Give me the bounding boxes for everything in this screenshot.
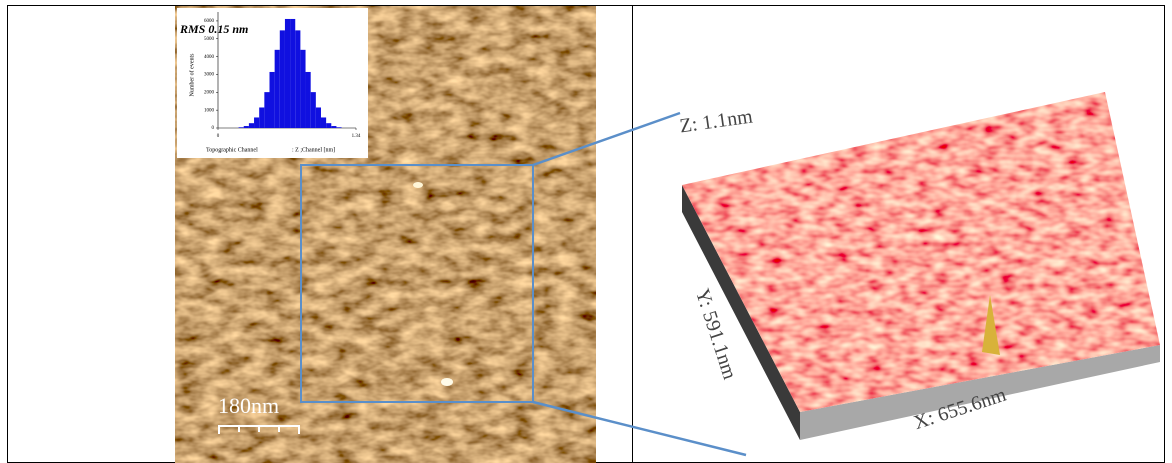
bar <box>285 19 290 128</box>
y-tick-label: 4000 <box>204 55 215 60</box>
bar <box>311 92 316 128</box>
bar <box>259 107 264 128</box>
x-axis-label: Topographic Channel <box>206 147 258 153</box>
particle <box>413 182 423 188</box>
bar <box>300 50 305 128</box>
z-axis-label: Z: 1.1nm <box>678 105 754 137</box>
x-axis-unit: : Z ;Channel [nm] <box>292 147 335 153</box>
y-tick-label: 2000 <box>204 90 215 95</box>
bar <box>264 92 269 128</box>
bar <box>275 50 280 128</box>
x-tick-label: 1.34 <box>352 134 361 139</box>
bar <box>295 30 300 128</box>
bar <box>316 107 321 128</box>
scale-bar-label: 180nm <box>218 393 279 418</box>
y-tick-label: 1000 <box>204 108 215 113</box>
bar <box>331 126 336 128</box>
bar <box>321 117 326 128</box>
figure: 180nm 010002000300040005000600001.34 RMS… <box>0 0 1172 463</box>
bar <box>290 19 295 128</box>
bar <box>269 72 274 128</box>
y-tick-label: 5000 <box>204 37 215 42</box>
particle <box>441 378 453 386</box>
bar <box>326 123 331 128</box>
chart-title: RMS 0.15 nm <box>179 22 248 36</box>
y-tick-label: 3000 <box>204 73 215 78</box>
bar <box>244 126 249 128</box>
bar <box>254 117 259 128</box>
bar <box>306 72 311 128</box>
bar <box>239 127 244 128</box>
bar <box>249 123 254 128</box>
bar <box>280 30 285 128</box>
bar <box>336 127 341 128</box>
y-axis-label: Number of events <box>188 53 195 97</box>
